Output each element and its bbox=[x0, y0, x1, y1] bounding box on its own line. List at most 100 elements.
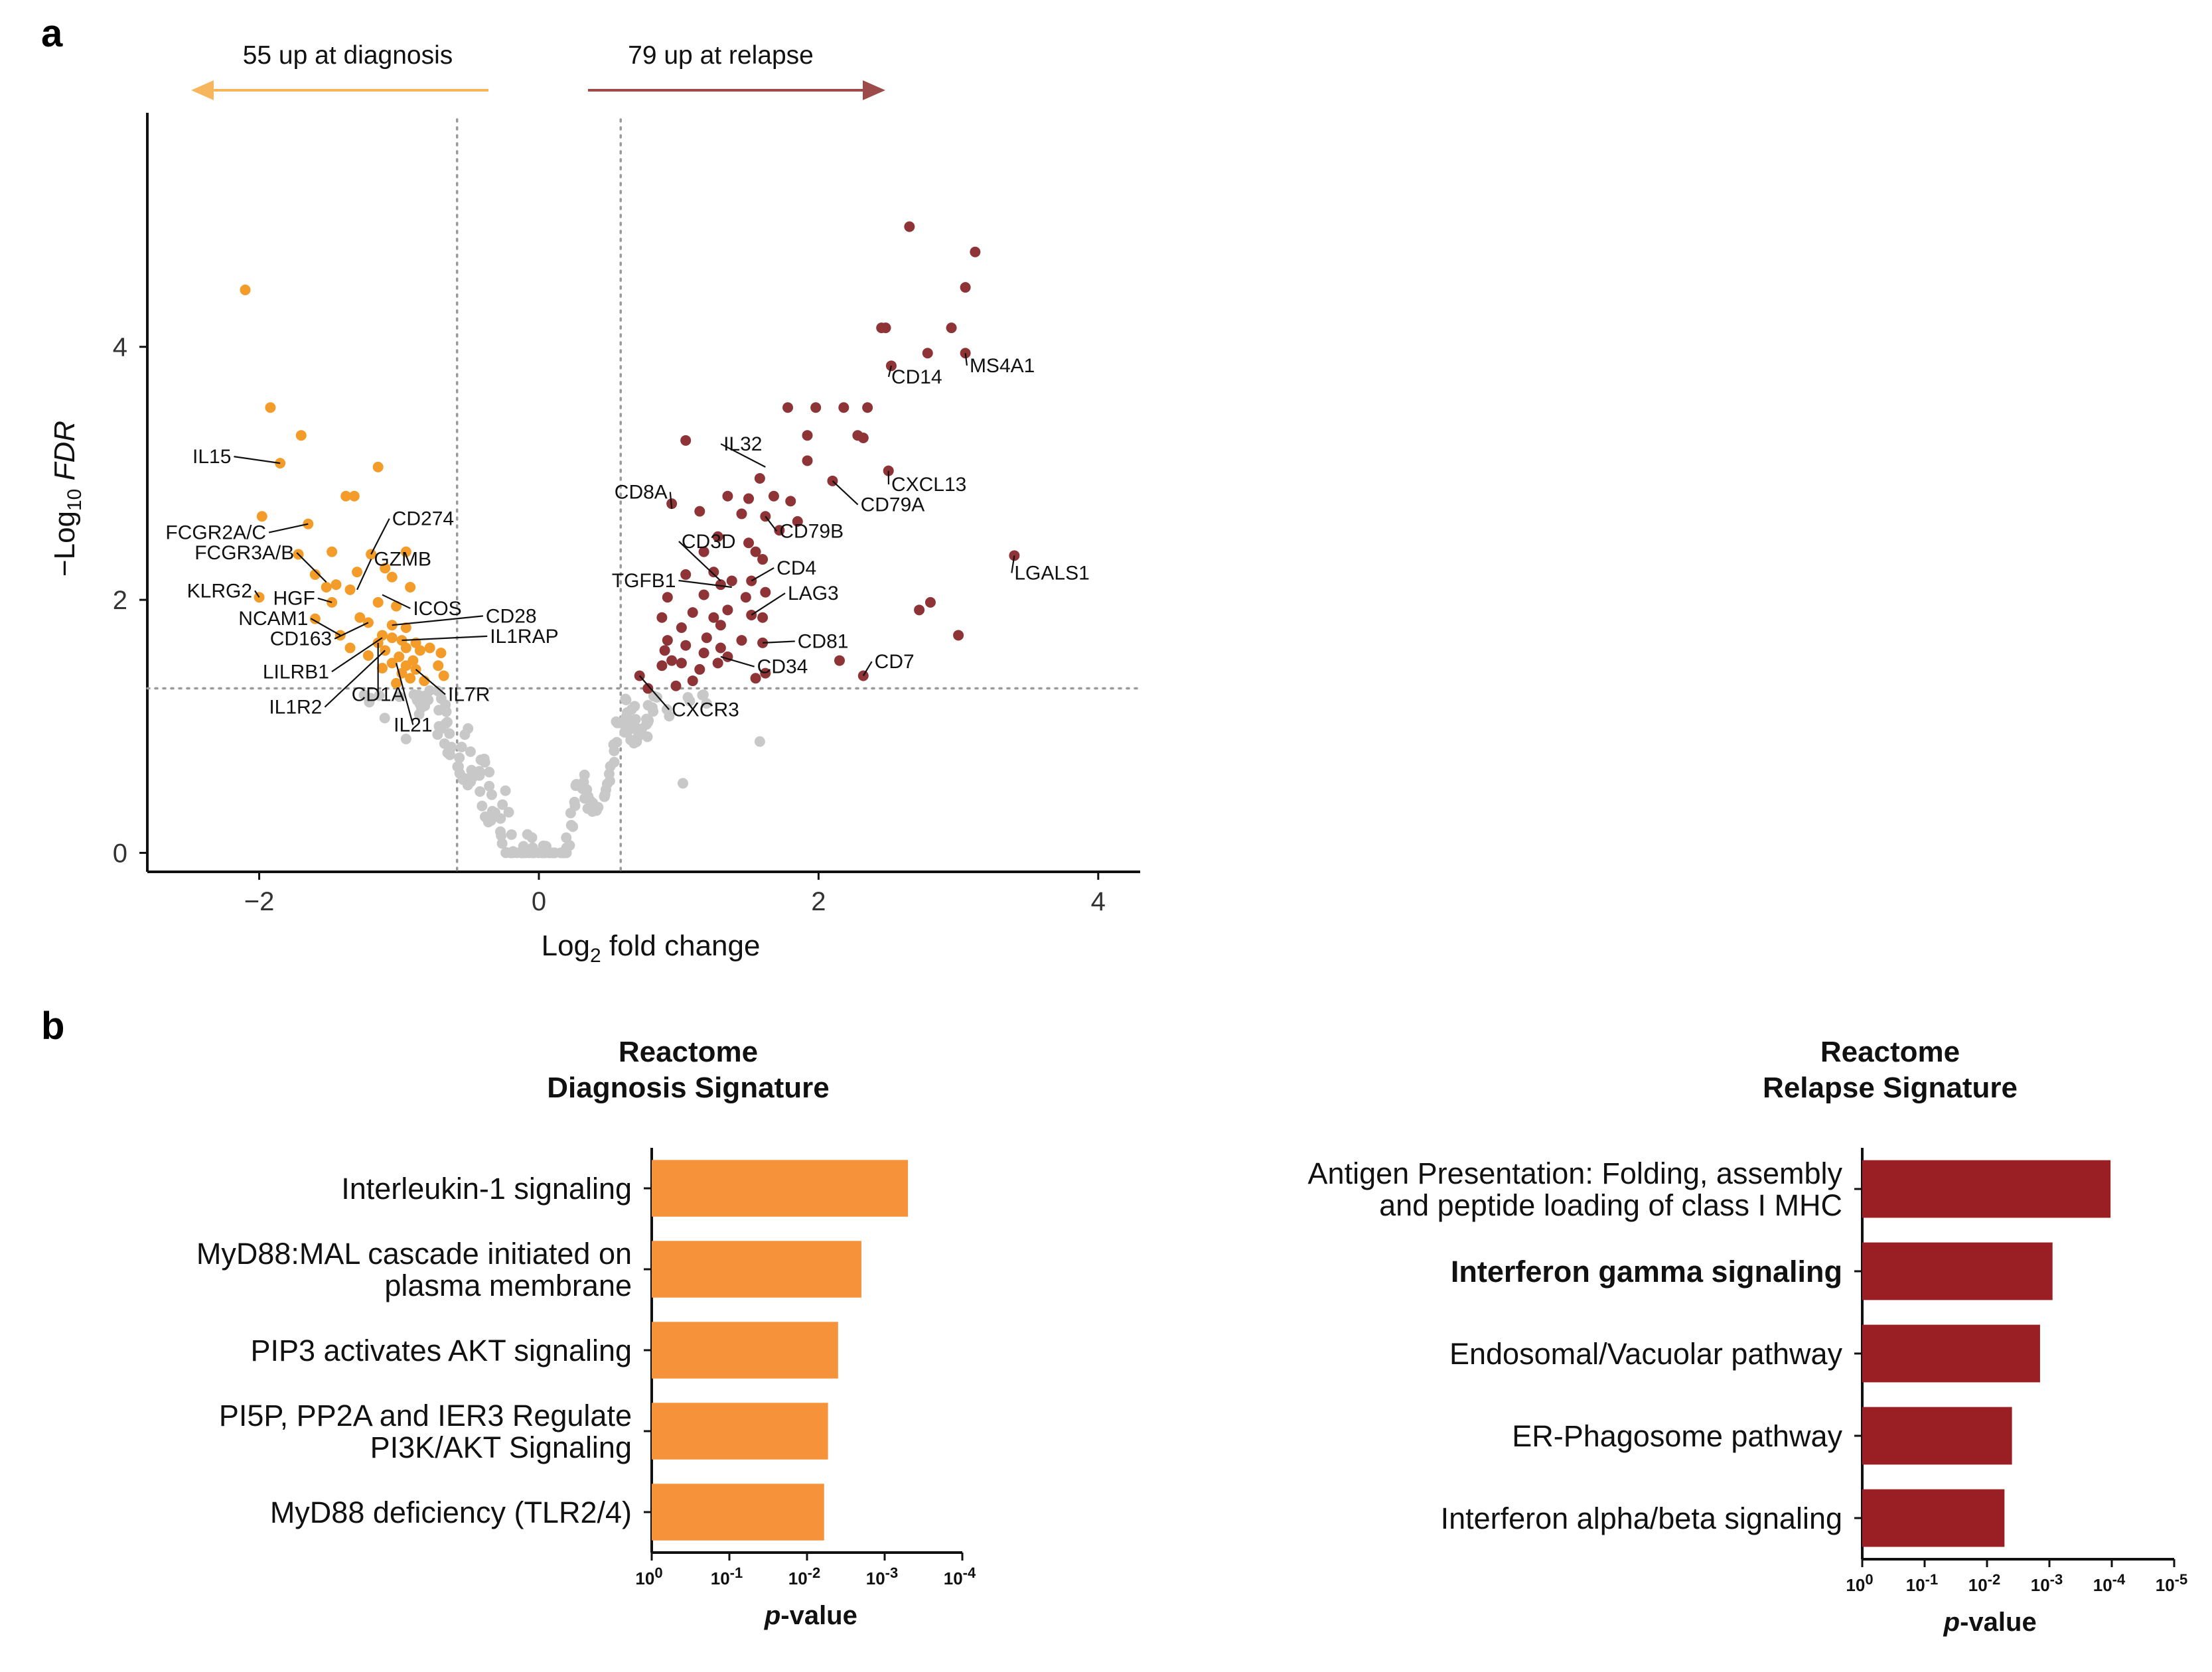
gene-label: NCAM1 bbox=[238, 608, 308, 630]
ns-point bbox=[486, 789, 497, 800]
ns-point bbox=[609, 745, 620, 756]
down-point bbox=[414, 645, 425, 656]
ns-point bbox=[496, 838, 508, 849]
gene-leader-line bbox=[317, 597, 332, 603]
bar-chart-title-line1: Reactome bbox=[619, 1036, 758, 1068]
up-point bbox=[876, 322, 887, 334]
gene-leader-line bbox=[720, 656, 755, 667]
ns-point bbox=[643, 715, 654, 726]
ns-point bbox=[684, 695, 696, 707]
up-point bbox=[680, 435, 692, 446]
down-point bbox=[394, 651, 405, 662]
pathway-bar bbox=[1862, 1242, 2053, 1300]
bar-x-tick-label: 10-1 bbox=[1906, 1571, 1938, 1595]
p-value-axis-title: p-value bbox=[764, 1601, 857, 1630]
ns-point bbox=[565, 807, 576, 819]
pathway-label: ER-Phagosome pathway bbox=[1512, 1419, 1842, 1453]
up-point bbox=[680, 640, 692, 651]
down-point bbox=[391, 600, 402, 612]
ns-point bbox=[454, 752, 465, 764]
gene-leader-line bbox=[669, 492, 673, 509]
x-tick-label: 2 bbox=[811, 887, 826, 916]
gene-label: IL15 bbox=[192, 446, 231, 468]
up-point bbox=[712, 658, 723, 669]
ns-point bbox=[629, 701, 640, 712]
ns-point bbox=[754, 736, 765, 747]
gene-leader-line bbox=[832, 480, 859, 506]
up-point bbox=[946, 322, 957, 334]
x-tick-label: 4 bbox=[1091, 887, 1106, 916]
gene-label: CD79B bbox=[779, 521, 844, 543]
gene-label: GZMB bbox=[374, 549, 431, 571]
y-axis-title: −Log10 FDR bbox=[48, 421, 86, 577]
ns-point bbox=[365, 693, 376, 704]
ns-point bbox=[379, 713, 390, 724]
ns-point bbox=[432, 729, 443, 740]
pathway-bar bbox=[652, 1160, 909, 1217]
ns-point bbox=[506, 829, 517, 840]
ns-point bbox=[497, 799, 508, 810]
up-point bbox=[687, 607, 698, 618]
ns-point bbox=[642, 731, 653, 742]
down-point bbox=[391, 677, 402, 689]
ns-point bbox=[646, 702, 658, 713]
up-point bbox=[782, 402, 794, 413]
ns-point bbox=[619, 727, 630, 738]
up-point bbox=[666, 655, 678, 666]
pathway-bar bbox=[1862, 1324, 2040, 1383]
y-tick-label: 2 bbox=[113, 586, 127, 615]
gene-leader-line bbox=[402, 635, 488, 642]
gene-leader-line bbox=[334, 622, 369, 640]
pathway-bar bbox=[652, 1322, 838, 1379]
x-axis-title: Log2 fold change bbox=[542, 930, 761, 967]
bar-x-tick-label: 10-3 bbox=[866, 1565, 898, 1588]
pathway-bar bbox=[1862, 1489, 2005, 1547]
pathway-label: PIP3 activates AKT signaling bbox=[251, 1334, 632, 1367]
gene-label: LAG3 bbox=[788, 583, 839, 604]
down-point bbox=[372, 596, 384, 608]
ns-point bbox=[495, 813, 506, 824]
up-point bbox=[953, 630, 964, 641]
down-point bbox=[348, 490, 360, 502]
up-point bbox=[960, 282, 971, 293]
gene-label: CD1A bbox=[352, 684, 405, 706]
down-point bbox=[340, 490, 352, 502]
down-point bbox=[309, 569, 321, 580]
up-point bbox=[642, 683, 654, 694]
up-point bbox=[743, 493, 755, 504]
up-point bbox=[740, 592, 751, 603]
up-point bbox=[708, 612, 719, 623]
relapse-bar-chart: Reactome Relapse Signature 100 10-1 10-2 10-3… bbox=[1308, 1036, 2188, 1637]
up-point bbox=[785, 496, 796, 507]
bar-x-tick-label: 10-4 bbox=[944, 1565, 976, 1588]
gene-leader-line bbox=[331, 637, 383, 673]
bar-x-tick-label: 10-2 bbox=[788, 1565, 820, 1588]
gene-label: CD14 bbox=[891, 366, 942, 388]
up-point bbox=[768, 490, 779, 502]
gene-leader-line bbox=[382, 594, 411, 609]
up-point bbox=[750, 546, 761, 557]
gene-label: LILRB1 bbox=[263, 661, 329, 683]
ns-point bbox=[374, 690, 385, 701]
up-point bbox=[810, 402, 822, 413]
gene-label: CD8A bbox=[615, 482, 668, 504]
up-point bbox=[676, 658, 687, 669]
pathway-bar bbox=[1862, 1407, 2012, 1465]
gene-label: IL21 bbox=[394, 714, 432, 736]
gene-leader-line bbox=[678, 541, 721, 582]
gene-leader-line bbox=[751, 567, 774, 582]
ns-point bbox=[394, 691, 405, 702]
ns-point bbox=[484, 766, 495, 778]
up-point bbox=[670, 680, 682, 691]
gene-label: CD79A bbox=[861, 494, 925, 516]
bar-x-tick-label: 10-1 bbox=[711, 1565, 743, 1588]
up-point bbox=[715, 579, 726, 591]
up-point bbox=[914, 604, 925, 616]
y-tick-label: 0 bbox=[113, 839, 127, 868]
up-point bbox=[726, 575, 737, 587]
pathway-bar bbox=[652, 1403, 828, 1460]
gene-leader-line bbox=[751, 592, 786, 616]
bar-x-tick-label: 100 bbox=[1846, 1571, 1873, 1595]
gene-label: TGFB1 bbox=[612, 570, 676, 592]
